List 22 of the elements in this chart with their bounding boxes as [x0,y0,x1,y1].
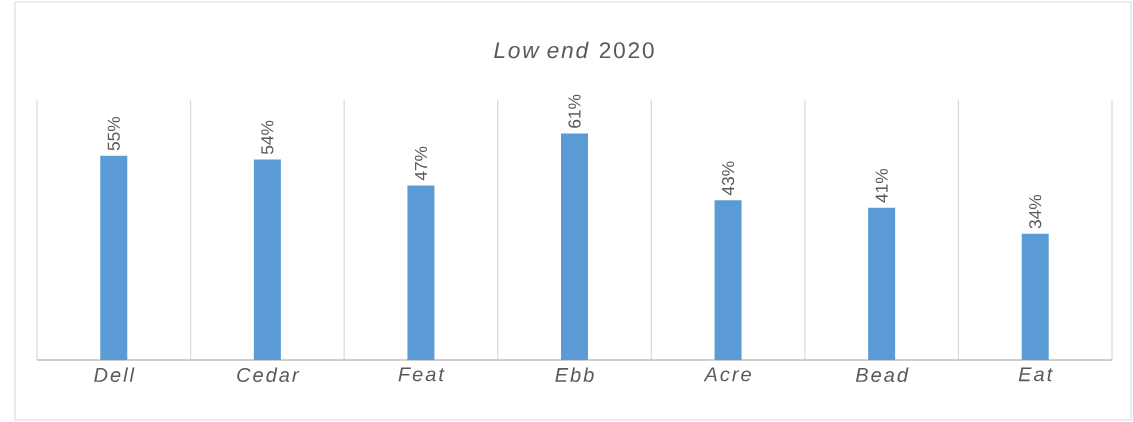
bar [407,185,435,360]
x-tick-label: Feat [398,367,445,382]
bar [1021,233,1049,360]
data-label: 43% [721,161,735,196]
data-label: 61% [568,94,581,128]
x-tick-label: Ebb [555,367,594,383]
data-label: 55% [107,116,120,151]
x-tick-label: Dell [94,367,135,383]
bar [868,207,896,360]
data-label: 41% [875,168,888,203]
chart-title: Low end 2020 [494,41,654,59]
data-label: 47% [414,146,427,181]
bar [100,155,128,360]
bar [561,133,588,360]
x-tick-label: Eat [1018,367,1053,382]
x-tick-label: Cedar [237,367,300,383]
data-label: 54% [261,120,274,155]
bar [253,159,281,360]
x-tick-label: Acre [703,367,751,382]
data-label: 34% [1029,194,1042,229]
x-tick-label: Bead [855,367,909,383]
bar [714,200,742,360]
